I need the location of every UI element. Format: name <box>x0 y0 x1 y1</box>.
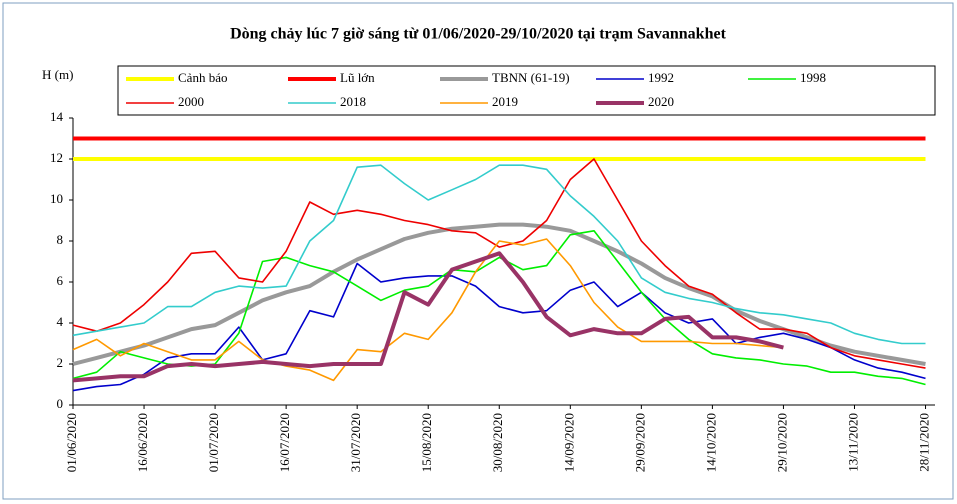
y-tick-label: 2 <box>57 355 64 370</box>
x-tick-label: 31/07/2020 <box>348 413 363 472</box>
legend-label: 1992 <box>648 70 674 85</box>
x-tick-label: 15/08/2020 <box>419 413 434 472</box>
x-tick-label: 14/10/2020 <box>703 413 718 472</box>
x-tick-label: 29/10/2020 <box>774 413 789 472</box>
legend-label: 2018 <box>340 94 366 109</box>
legend-box <box>117 65 936 116</box>
x-tick-label: 30/08/2020 <box>490 413 505 472</box>
legend-label: 2019 <box>492 94 518 109</box>
y-tick-label: 10 <box>50 191 63 206</box>
y-tick-label: 6 <box>57 273 64 288</box>
x-tick-label: 01/06/2020 <box>64 413 79 472</box>
x-tick-label: 28/11/2020 <box>917 413 932 472</box>
legend-label: Cảnh báo <box>178 70 227 85</box>
y-tick-label: 0 <box>57 396 64 411</box>
y-tick-label: 14 <box>50 109 64 124</box>
series-line <box>72 262 926 392</box>
legend-label: 2020 <box>648 94 674 109</box>
x-tick-label: 16/07/2020 <box>277 413 292 472</box>
series-line <box>72 164 926 345</box>
series-line <box>72 251 784 383</box>
y-tick-label: 12 <box>50 150 63 165</box>
y-tick-label: 8 <box>57 232 64 247</box>
series-line <box>72 230 926 386</box>
x-tick-label: 16/06/2020 <box>135 413 150 472</box>
series-line <box>72 238 784 382</box>
x-tick-label: 13/11/2020 <box>845 413 860 472</box>
series-line <box>72 158 926 369</box>
legend-label: 1998 <box>800 70 826 85</box>
legend-label: Lũ lớn <box>340 70 375 85</box>
legend-label: 2000 <box>178 94 204 109</box>
x-tick-label: 14/09/2020 <box>561 413 576 472</box>
x-tick-label: 01/07/2020 <box>206 413 221 472</box>
y-tick-label: 4 <box>57 314 64 329</box>
x-tick-label: 29/09/2020 <box>632 413 647 472</box>
y-axis-label: H (m) <box>42 67 73 82</box>
legend-label: TBNN (61-19) <box>492 70 570 85</box>
chart-title: Dòng chảy lúc 7 giờ sáng từ 01/06/2020-2… <box>230 26 726 43</box>
